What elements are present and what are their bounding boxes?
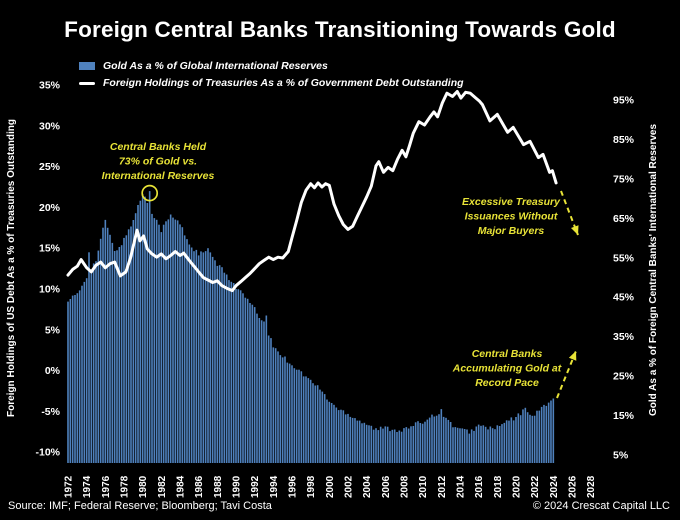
svg-text:2014: 2014 (456, 475, 467, 498)
svg-text:25%: 25% (613, 371, 635, 383)
svg-text:2018: 2018 (493, 475, 504, 498)
svg-text:95%: 95% (613, 95, 635, 107)
svg-text:1984: 1984 (176, 475, 187, 498)
svg-text:2016: 2016 (474, 475, 485, 498)
annotation-gold-callout: Central Banks Accumulating Gold at Record … (452, 348, 577, 399)
gold-callout-text: Central Banks Accumulating Gold at Record … (452, 348, 562, 389)
svg-text:0%: 0% (45, 365, 61, 377)
svg-text:20%: 20% (39, 202, 61, 214)
svg-text:-10%: -10% (35, 447, 60, 459)
svg-text:2004: 2004 (362, 475, 373, 498)
treasury-callout-text: Excessive Treasury Issuances Without Major… (462, 196, 561, 237)
peak-highlight-circle-icon (141, 184, 159, 202)
gold-bars (67, 191, 555, 463)
svg-text:2020: 2020 (512, 475, 523, 498)
svg-text:1998: 1998 (306, 475, 317, 498)
legend: Gold As a % of Global International Rese… (79, 60, 464, 89)
svg-text:10%: 10% (39, 284, 61, 296)
svg-text:1992: 1992 (250, 475, 261, 498)
legend-item-gold: Gold As a % of Global International Rese… (79, 60, 464, 72)
svg-text:25%: 25% (39, 161, 61, 173)
right-axis-ticks: 95% 85% 75% 65% 55% 45% 35% 25% 15% 5% (613, 95, 635, 462)
svg-text:2022: 2022 (530, 475, 541, 498)
svg-text:45%: 45% (613, 292, 635, 304)
legend-item-treasury: Foreign Holdings of Treasuries As a % of… (79, 77, 464, 89)
svg-text:2002: 2002 (344, 475, 355, 498)
svg-text:5%: 5% (613, 450, 629, 462)
svg-text:55%: 55% (613, 252, 635, 264)
legend-label-treasury: Foreign Holdings of Treasuries As a % of… (103, 77, 464, 89)
gold-bar-swatch-icon (79, 62, 95, 70)
copyright-text: © 2024 Crescat Capital LLC (532, 500, 670, 512)
arrowhead-icon (568, 351, 577, 361)
svg-text:1972: 1972 (64, 475, 75, 498)
svg-text:2026: 2026 (568, 475, 579, 498)
svg-text:2028: 2028 (586, 475, 597, 498)
svg-text:1980: 1980 (138, 475, 149, 498)
svg-text:1988: 1988 (213, 475, 224, 498)
legend-label-gold: Gold As a % of Global International Rese… (103, 60, 328, 72)
svg-text:1990: 1990 (232, 475, 243, 498)
svg-text:1996: 1996 (288, 475, 299, 498)
source-text: Source: IMF; Federal Reserve; Bloomberg;… (8, 500, 272, 512)
svg-text:35%: 35% (39, 80, 61, 92)
svg-text:2008: 2008 (400, 475, 411, 498)
svg-text:35%: 35% (613, 331, 635, 343)
treasury-line-swatch-icon (79, 81, 95, 85)
svg-text:75%: 75% (613, 173, 635, 185)
svg-text:1974: 1974 (82, 475, 93, 498)
svg-text:85%: 85% (613, 134, 635, 146)
svg-text:15%: 15% (39, 243, 61, 255)
annotation-peak-callout: Central Banks Held 73% of Gold vs. Interna… (102, 141, 215, 202)
svg-text:2006: 2006 (381, 475, 392, 498)
svg-text:1978: 1978 (120, 475, 131, 498)
svg-text:-5%: -5% (41, 406, 60, 418)
svg-text:5%: 5% (45, 324, 61, 336)
svg-text:1976: 1976 (101, 475, 112, 498)
chart-title: Foreign Central Banks Transitioning Towa… (64, 17, 616, 42)
right-axis-title: Gold As a % of Foreign Central Banks' In… (648, 124, 659, 417)
svg-text:1986: 1986 (194, 475, 205, 498)
svg-text:30%: 30% (39, 120, 61, 132)
annotation-treasury-callout: Excessive Treasury Issuances Without Major… (462, 190, 579, 237)
svg-text:1982: 1982 (157, 475, 168, 498)
svg-text:2010: 2010 (418, 475, 429, 498)
treasury-line (66, 90, 558, 293)
left-axis-title: Foreign Holdings of US Debt As a % of Tr… (6, 119, 17, 417)
svg-text:2024: 2024 (549, 475, 560, 498)
svg-text:1994: 1994 (269, 475, 280, 498)
x-axis-ticks: 1972 1974 1976 1978 1980 1982 1984 1986 1988 1990… (64, 475, 598, 498)
svg-text:2012: 2012 (437, 475, 448, 498)
peak-callout-text: Central Banks Held 73% of Gold vs. Interna… (102, 141, 215, 182)
arrowhead-icon (571, 225, 579, 235)
svg-text:15%: 15% (613, 410, 635, 422)
svg-text:65%: 65% (613, 213, 635, 225)
svg-text:2000: 2000 (325, 475, 336, 498)
left-axis-ticks: 35% 30% 25% 20% 15% 10% 5% 0% -5% -10% (35, 80, 60, 459)
